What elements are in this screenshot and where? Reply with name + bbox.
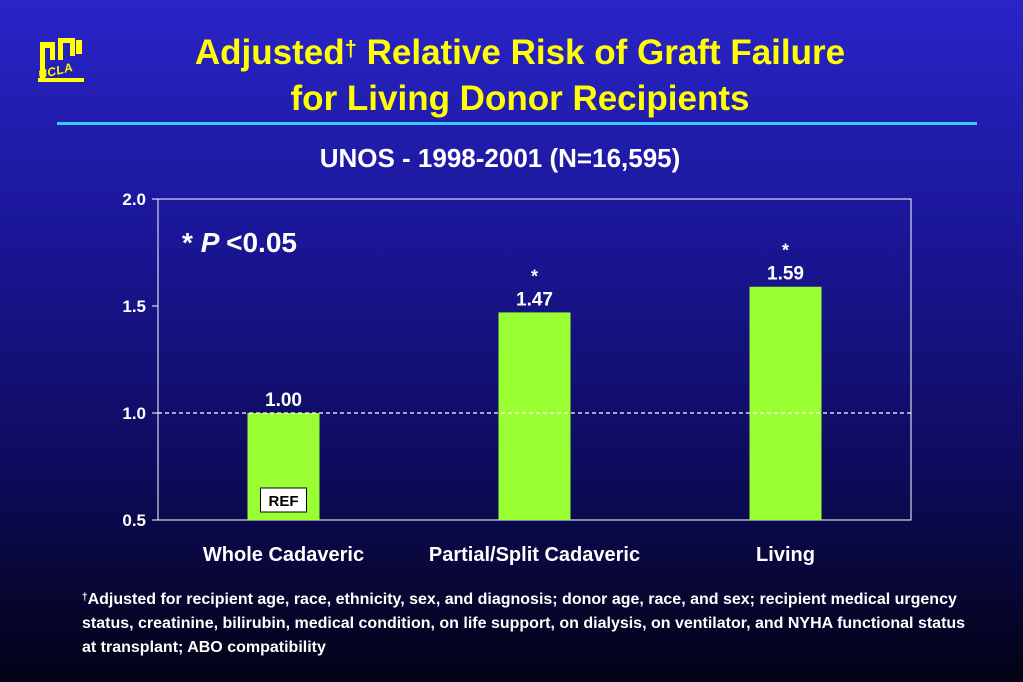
bar-value-label: 1.00 bbox=[265, 390, 302, 411]
annotation-threshold: <0.05 bbox=[226, 227, 297, 258]
title-line2: for Living Donor Recipients bbox=[290, 79, 750, 118]
ref-label: REF bbox=[269, 493, 299, 510]
ucla-logo bbox=[38, 38, 84, 82]
title-line1-pre: Adjusted bbox=[194, 33, 345, 72]
title-dagger: † bbox=[344, 36, 357, 61]
bar-value-label: 1.47 bbox=[516, 289, 553, 310]
y-tick-label: 2.0 bbox=[122, 190, 146, 209]
footnote-dagger: † bbox=[82, 592, 88, 603]
x-category-label: Living bbox=[756, 544, 815, 566]
title-line1-post: Relative Risk of Graft Failure bbox=[356, 33, 846, 72]
bar-value-label: 1.59 bbox=[767, 264, 804, 285]
x-category-label: Partial/Split Cadaveric bbox=[429, 544, 640, 566]
annotation-star: * bbox=[182, 227, 201, 258]
annotation-p: P bbox=[201, 227, 226, 258]
footnote: †Adjusted for recipient age, race, ethni… bbox=[82, 588, 982, 660]
slide-title: Adjusted† Relative Risk of Graft Failure… bbox=[120, 30, 920, 122]
footnote-text: Adjusted for recipient age, race, ethnic… bbox=[82, 591, 966, 656]
chart-title: UNOS - 1998-2001 (N=16,595) bbox=[319, 143, 681, 173]
significance-marker: * bbox=[531, 266, 538, 286]
y-tick-label: 1.5 bbox=[122, 297, 146, 316]
y-tick-label: 1.0 bbox=[122, 404, 146, 423]
bar bbox=[498, 312, 571, 520]
y-tick-label: 0.5 bbox=[122, 511, 146, 530]
ref-box bbox=[260, 487, 307, 513]
x-category-label: Whole Cadaveric bbox=[203, 544, 364, 566]
title-divider bbox=[57, 122, 977, 125]
bar bbox=[749, 286, 822, 520]
significance-marker: * bbox=[782, 241, 789, 261]
p-value-annotation: * P <0.05 bbox=[182, 227, 297, 258]
